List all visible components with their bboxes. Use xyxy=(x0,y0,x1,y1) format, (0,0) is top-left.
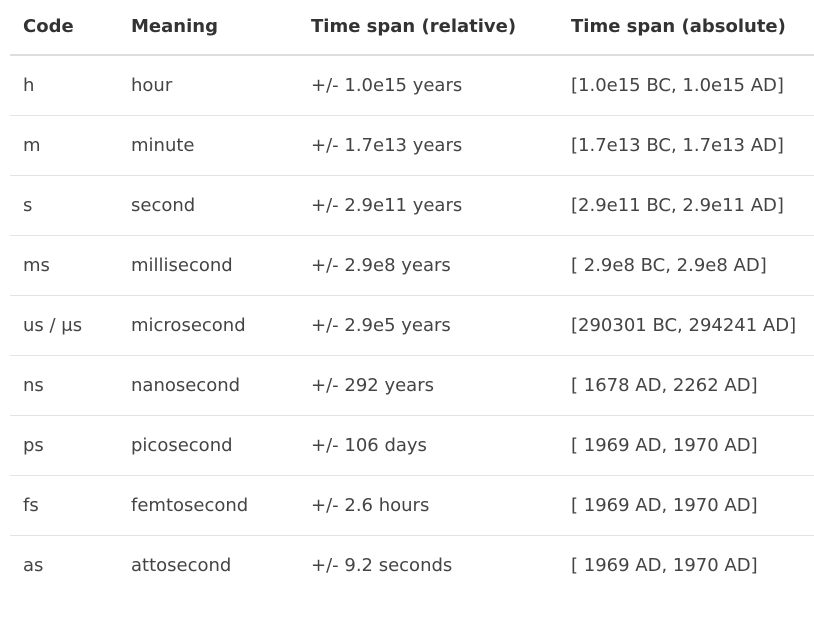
cell-meaning: picosecond xyxy=(131,434,233,456)
cell-code: h xyxy=(23,74,35,96)
cell-relative-span: +/- 292 years xyxy=(311,374,434,396)
table-row: as attosecond +/- 9.2 seconds [ 1969 AD,… xyxy=(10,536,814,596)
header-time-span-absolute: Time span (absolute) xyxy=(571,16,786,37)
cell-meaning: minute xyxy=(131,134,195,156)
cell-absolute-span: [1.0e15 BC, 1.0e15 AD] xyxy=(571,74,784,96)
cell-meaning: attosecond xyxy=(131,555,232,576)
cell-relative-span: +/- 2.6 hours xyxy=(311,494,430,516)
table-row: ms millisecond +/- 2.9e8 years [ 2.9e8 B… xyxy=(10,236,814,296)
cell-code: fs xyxy=(23,494,39,516)
time-units-table: Code Meaning Time span (relative) Time s… xyxy=(10,0,814,596)
cell-code: ps xyxy=(23,434,44,456)
cell-relative-span: +/- 1.7e13 years xyxy=(311,134,463,156)
cell-meaning: millisecond xyxy=(131,254,233,276)
cell-code: ms xyxy=(23,254,50,276)
table-row: m minute +/- 1.7e13 years [1.7e13 BC, 1.… xyxy=(10,116,814,176)
cell-absolute-span: [290301 BC, 294241 AD] xyxy=(571,314,797,336)
cell-relative-span: +/- 1.0e15 years xyxy=(311,74,463,96)
cell-meaning: second xyxy=(131,194,196,216)
table-row: h hour +/- 1.0e15 years [1.0e15 BC, 1.0e… xyxy=(10,56,814,116)
header-code: Code xyxy=(23,16,74,37)
cell-absolute-span: [ 2.9e8 BC, 2.9e8 AD] xyxy=(571,254,767,276)
table-row: fs femtosecond +/- 2.6 hours [ 1969 AD, … xyxy=(10,476,814,536)
cell-absolute-span: [ 1678 AD, 2262 AD] xyxy=(571,374,758,396)
table-row: us / μs microsecond +/- 2.9e5 years [290… xyxy=(10,296,814,356)
table-row: ns nanosecond +/- 292 years [ 1678 AD, 2… xyxy=(10,356,814,416)
cell-relative-span: +/- 2.9e11 years xyxy=(311,194,463,216)
cell-absolute-span: [ 1969 AD, 1970 AD] xyxy=(571,494,758,516)
header-time-span-relative: Time span (relative) xyxy=(311,16,517,37)
cell-meaning: nanosecond xyxy=(131,374,241,396)
header-meaning: Meaning xyxy=(131,16,218,37)
cell-relative-span: +/- 9.2 seconds xyxy=(311,555,453,576)
cell-code: ns xyxy=(23,374,44,396)
cell-absolute-span: [ 1969 AD, 1970 AD] xyxy=(571,555,758,576)
cell-meaning: femtosecond xyxy=(131,494,249,516)
cell-relative-span: +/- 2.9e5 years xyxy=(311,314,451,336)
cell-relative-span: +/- 2.9e8 years xyxy=(311,254,451,276)
table-row: s second +/- 2.9e11 years [2.9e11 BC, 2.… xyxy=(10,176,814,236)
cell-code: m xyxy=(23,134,41,156)
cell-code: us / μs xyxy=(23,314,83,336)
cell-meaning: microsecond xyxy=(131,314,246,336)
table-row: ps picosecond +/- 106 days [ 1969 AD, 19… xyxy=(10,416,814,476)
cell-absolute-span: [1.7e13 BC, 1.7e13 AD] xyxy=(571,134,784,156)
cell-absolute-span: [ 1969 AD, 1970 AD] xyxy=(571,434,758,456)
cell-absolute-span: [2.9e11 BC, 2.9e11 AD] xyxy=(571,194,784,216)
cell-relative-span: +/- 106 days xyxy=(311,434,427,456)
table-header-row: Code Meaning Time span (relative) Time s… xyxy=(10,0,814,56)
cell-code: s xyxy=(23,194,33,216)
cell-meaning: hour xyxy=(131,74,173,96)
cell-code: as xyxy=(23,555,44,576)
